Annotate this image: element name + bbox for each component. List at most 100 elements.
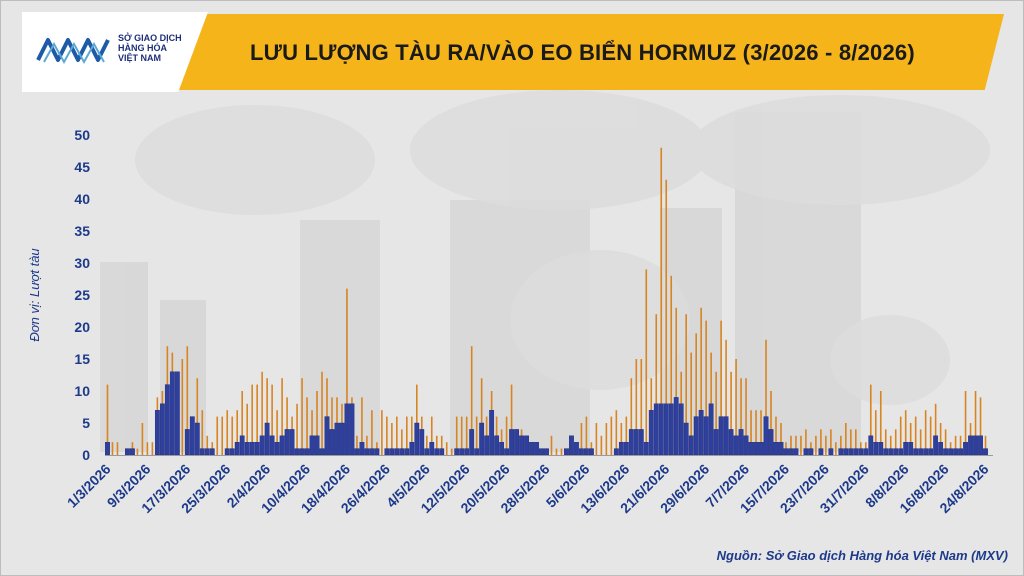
- bar-orange: [396, 416, 398, 455]
- bar-blue: [384, 448, 390, 456]
- bar-orange: [271, 384, 273, 455]
- bar-orange: [855, 429, 857, 455]
- bar-blue: [424, 448, 430, 456]
- bar-orange: [755, 410, 757, 455]
- bar-blue: [439, 448, 445, 456]
- bar-blue: [638, 429, 644, 456]
- bar-blue: [958, 448, 963, 456]
- bar-blue: [579, 448, 584, 456]
- bar-orange: [465, 416, 468, 455]
- bar-blue: [648, 410, 654, 456]
- bar-blue: [943, 448, 949, 456]
- bar-blue: [464, 448, 470, 456]
- bar-orange: [605, 423, 608, 455]
- bar-blue: [978, 435, 983, 456]
- bar-blue: [289, 429, 295, 456]
- bar-orange: [226, 410, 229, 455]
- bar-orange: [381, 410, 383, 455]
- bar-blue: [389, 448, 395, 456]
- bar-orange: [595, 423, 598, 455]
- bar-blue: [529, 442, 534, 456]
- bar-blue: [399, 448, 405, 456]
- bar-orange: [470, 346, 473, 455]
- bar-blue: [509, 429, 514, 456]
- bar-orange: [296, 403, 298, 455]
- bar-blue: [968, 435, 973, 456]
- bar-blue: [199, 448, 205, 456]
- bar-blue: [783, 448, 789, 456]
- y-tick-label: 40: [74, 191, 90, 207]
- bar-orange: [735, 359, 737, 455]
- bar-orange: [655, 314, 658, 455]
- bar-orange: [740, 378, 742, 455]
- bar-blue: [808, 448, 814, 456]
- bar-orange: [805, 429, 807, 455]
- bar-blue: [569, 435, 574, 456]
- bar-blue: [933, 435, 939, 456]
- bar-blue: [843, 448, 849, 456]
- bar-blue: [359, 442, 365, 456]
- bar-blue: [693, 416, 699, 456]
- bar-orange: [790, 435, 792, 455]
- bar-orange: [415, 384, 418, 455]
- bar-orange: [136, 448, 139, 455]
- bar-blue: [394, 448, 400, 456]
- bar-orange: [366, 435, 368, 455]
- bar-orange: [445, 442, 448, 455]
- bar-blue: [249, 442, 255, 456]
- bar-orange: [660, 147, 663, 456]
- bar-blue: [708, 403, 714, 456]
- bar-orange: [934, 403, 937, 455]
- bar-orange: [974, 391, 977, 455]
- bar-blue: [828, 448, 834, 456]
- bar-blue: [329, 429, 335, 456]
- bar-orange: [430, 416, 433, 455]
- bar-orange: [555, 448, 558, 455]
- bar-orange: [411, 416, 413, 455]
- bar-blue: [818, 448, 824, 456]
- bar-orange: [116, 442, 119, 455]
- bar-orange: [331, 397, 333, 455]
- bar-orange: [106, 384, 109, 455]
- bar-blue: [334, 422, 340, 456]
- bar-blue: [893, 448, 899, 456]
- bar-blue: [494, 435, 500, 456]
- bar-blue: [544, 448, 549, 456]
- bar-blue: [903, 442, 909, 456]
- bar-orange: [151, 442, 154, 455]
- bar-blue: [304, 448, 310, 456]
- bar-orange: [825, 435, 827, 455]
- bar-blue: [623, 442, 629, 456]
- bar-blue: [948, 448, 953, 456]
- bar-blue: [174, 371, 180, 456]
- bar-blue: [983, 448, 988, 456]
- bar-blue: [274, 442, 280, 456]
- bar-blue: [793, 448, 799, 456]
- bar-blue: [354, 448, 360, 456]
- bar-blue: [514, 429, 519, 456]
- bar-blue: [204, 448, 210, 456]
- bar-orange: [690, 352, 692, 455]
- bar-orange: [685, 314, 687, 455]
- bar-orange: [111, 442, 114, 455]
- bar-blue: [409, 442, 415, 456]
- bar-blue: [973, 435, 978, 456]
- bar-orange: [455, 416, 458, 455]
- bar-orange: [670, 275, 673, 455]
- bar-blue: [154, 410, 160, 456]
- bar-orange: [450, 448, 453, 455]
- bar-orange: [964, 391, 967, 455]
- bar-blue: [718, 416, 724, 456]
- bar-orange: [475, 416, 478, 455]
- bar-blue: [663, 403, 669, 456]
- bar-blue: [319, 448, 325, 456]
- bar-orange: [745, 378, 747, 455]
- bar-blue: [299, 448, 305, 456]
- bar-blue: [633, 429, 639, 456]
- bar-orange: [954, 435, 957, 455]
- y-tick-label: 0: [82, 447, 90, 463]
- bar-orange: [835, 442, 837, 455]
- bar-orange: [196, 378, 199, 455]
- bar-orange: [266, 378, 268, 455]
- bar-blue: [454, 448, 460, 456]
